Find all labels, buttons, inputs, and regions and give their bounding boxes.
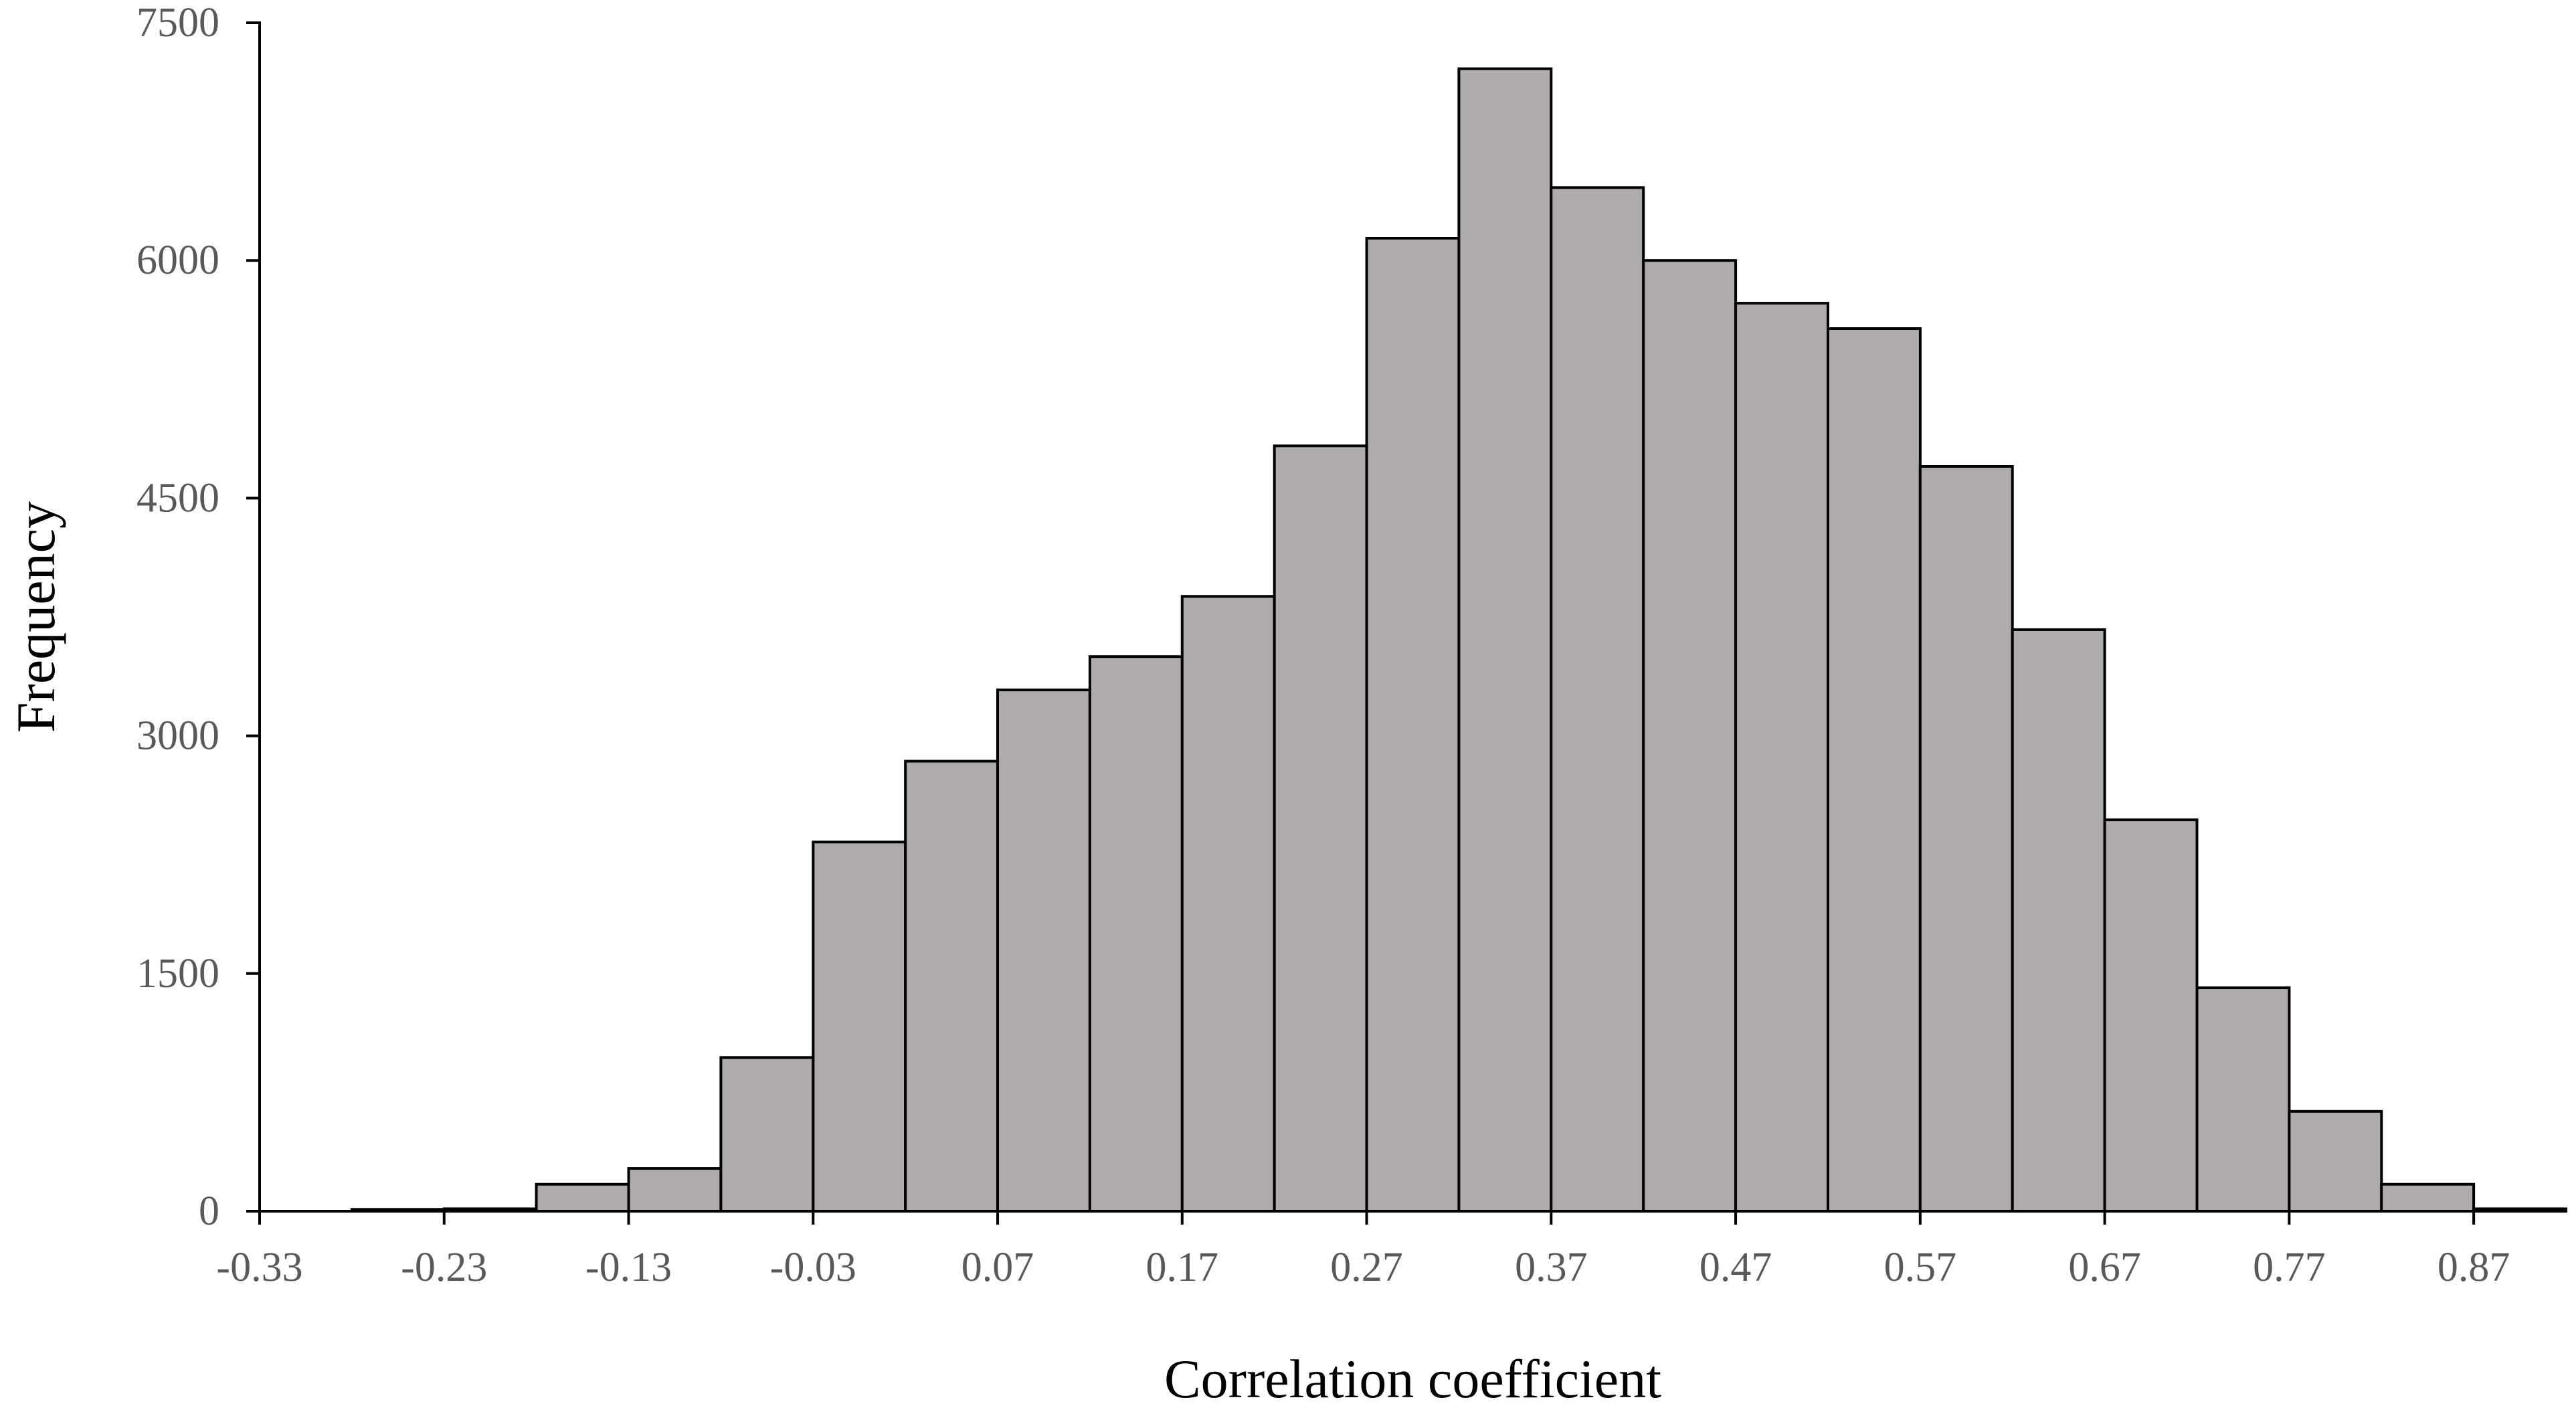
histogram-bar bbox=[1550, 186, 1645, 1213]
x-tick-label: 0.87 bbox=[2437, 1245, 2510, 1290]
histogram-bar bbox=[1088, 655, 1184, 1213]
x-tick-label: 0.47 bbox=[1699, 1245, 1772, 1290]
histogram-bar bbox=[904, 760, 1000, 1213]
histogram-bar bbox=[2380, 1182, 2476, 1213]
bars-layer bbox=[350, 67, 2568, 1213]
histogram-bar bbox=[1365, 237, 1461, 1213]
histogram-bar bbox=[2288, 1110, 2383, 1213]
histogram-bar bbox=[1918, 465, 2014, 1213]
y-tick-label: 0 bbox=[199, 1188, 219, 1234]
histogram-bar bbox=[535, 1182, 630, 1213]
y-tick-label: 1500 bbox=[136, 951, 219, 996]
histogram-bar bbox=[2011, 628, 2106, 1213]
histogram-bar bbox=[812, 841, 907, 1213]
x-tick-label: 0.67 bbox=[2068, 1245, 2141, 1290]
y-tick-label: 3000 bbox=[136, 713, 219, 759]
x-tick-label: -0.13 bbox=[585, 1245, 672, 1290]
y-axis-title: Frequency bbox=[5, 501, 66, 733]
histogram-bar bbox=[1273, 444, 1368, 1213]
x-tick-label: 0.37 bbox=[1515, 1245, 1588, 1290]
histogram-bar bbox=[2103, 818, 2199, 1213]
y-tick-label: 7500 bbox=[136, 0, 219, 46]
x-tick-label: 0.77 bbox=[2253, 1245, 2326, 1290]
histogram-bar bbox=[1180, 595, 1276, 1213]
histogram-bar bbox=[1734, 302, 1830, 1213]
x-tick-label: 0.07 bbox=[961, 1245, 1034, 1290]
x-tick-label: 0.27 bbox=[1330, 1245, 1403, 1290]
y-tick-label: 6000 bbox=[136, 238, 219, 283]
y-tick-label: 4500 bbox=[136, 475, 219, 521]
histogram-bar bbox=[719, 1056, 815, 1213]
x-axis-ticks: -0.33 -0.23 -0.13 -0.03 0.07 0.17 0.27 0.37 0.47… bbox=[216, 1211, 2510, 1290]
x-tick-label: -0.03 bbox=[770, 1245, 856, 1290]
x-tick-label: -0.33 bbox=[216, 1245, 302, 1290]
histogram-bar bbox=[996, 688, 1091, 1213]
x-axis-title: Correlation coefficient bbox=[1164, 1348, 1661, 1409]
histogram-bar bbox=[1642, 259, 1738, 1213]
histogram-bar bbox=[1827, 327, 1922, 1213]
histogram-bar bbox=[1457, 67, 1553, 1213]
y-axis-ticks: 0 1500 3000 4500 6000 7500 bbox=[136, 0, 260, 1234]
x-tick-label: 0.57 bbox=[1884, 1245, 1957, 1290]
x-tick-label: -0.23 bbox=[401, 1245, 487, 1290]
histogram-bar bbox=[627, 1167, 723, 1213]
x-tick-label: 0.17 bbox=[1146, 1245, 1219, 1290]
histogram-bar bbox=[2195, 986, 2291, 1213]
